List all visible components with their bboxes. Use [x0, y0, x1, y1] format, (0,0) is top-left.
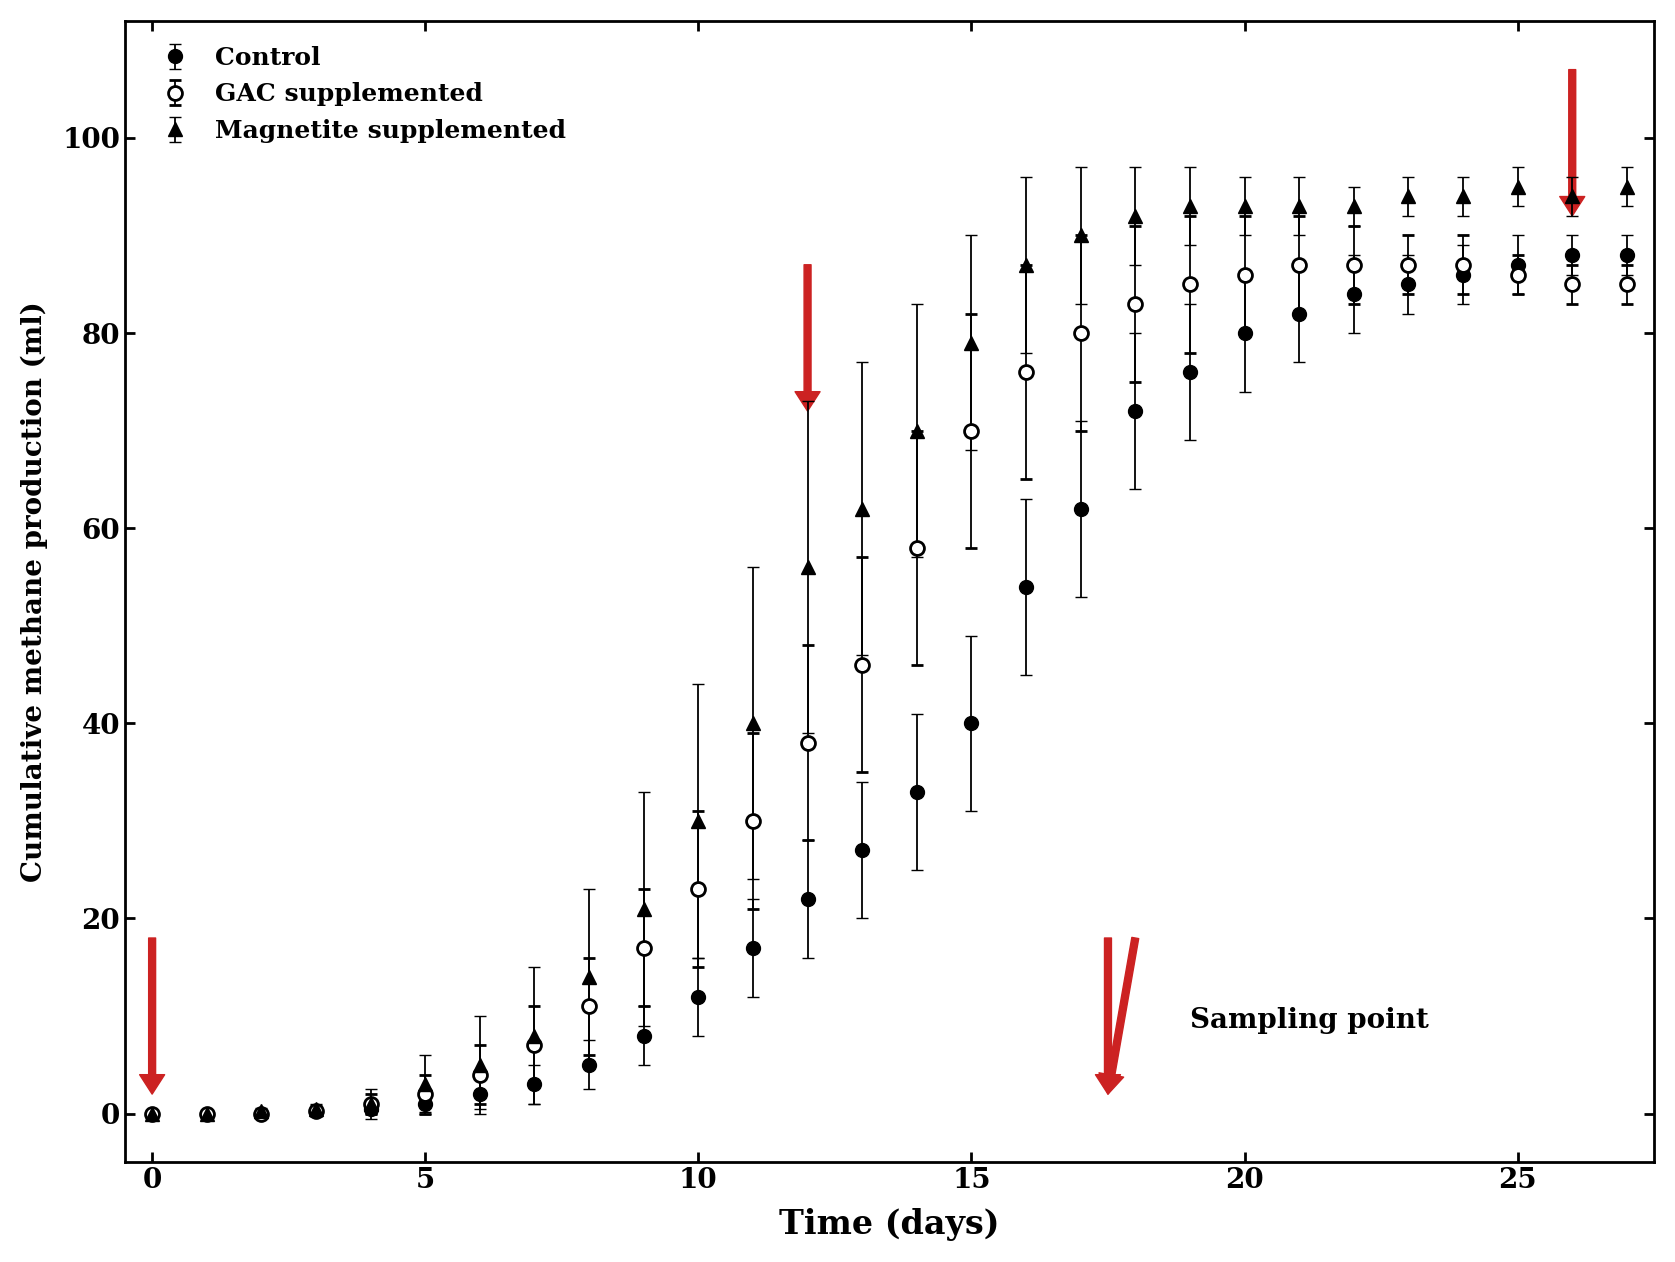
Legend: Control, GAC supplemented, Magnetite supplemented: Control, GAC supplemented, Magnetite sup… [137, 33, 578, 155]
X-axis label: Time (days): Time (days) [779, 1208, 1000, 1241]
Y-axis label: Cumulative methane production (ml): Cumulative methane production (ml) [20, 302, 49, 882]
Text: Sampling point: Sampling point [1189, 1007, 1429, 1035]
